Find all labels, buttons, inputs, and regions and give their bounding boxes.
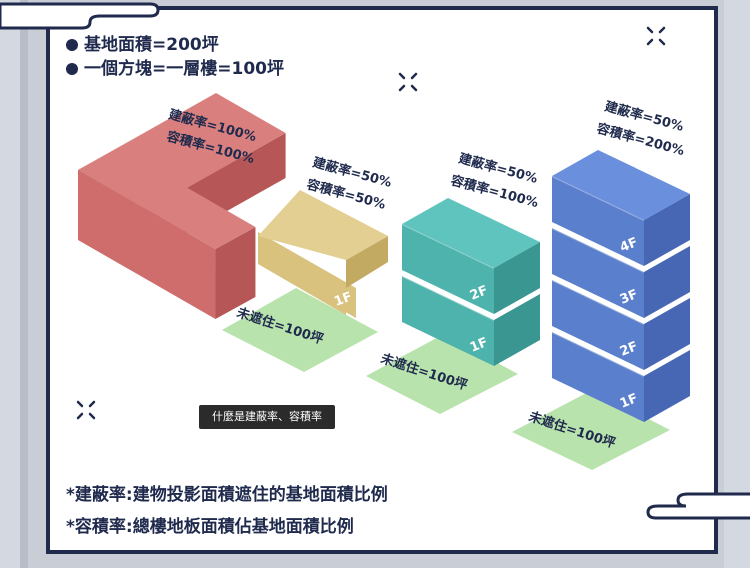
floor-label-3F: 3F [618, 287, 640, 308]
floor-label-1F: 1F [332, 290, 354, 310]
floor-block [78, 148, 256, 319]
cloud-top-decoration [0, 2, 160, 30]
left-rail-inner [20, 0, 28, 568]
floor-side [644, 246, 690, 318]
cloud-bottom-decoration [646, 492, 750, 520]
floor-block-side [215, 227, 256, 319]
sparkle-icon [76, 400, 96, 420]
example-coverage-100: 建蔽率=100%容積率=100% [78, 93, 286, 319]
floor-label-1F: 1F [618, 391, 640, 412]
floor-label-2F: 2F [468, 283, 490, 304]
floor-side [644, 350, 690, 422]
floor-1-top [258, 190, 388, 260]
floor-side [644, 298, 690, 370]
tower-top [402, 198, 540, 268]
floor-front [552, 332, 644, 422]
footnote-far: *容積率:總樓地板面積佔基地面積比例 [66, 517, 354, 537]
floor-block-front [78, 170, 216, 319]
heading-block-unit: 一個方塊=一層樓=100坪 [66, 54, 284, 79]
left-rail [0, 0, 20, 568]
sparkle-icon [646, 26, 666, 46]
floor-side [494, 242, 540, 314]
floor-front [552, 280, 644, 370]
tower-top [552, 150, 690, 220]
floor-label-2F: 2F [618, 339, 640, 360]
bullet-icon [66, 39, 78, 51]
tooltip: 什麼是建蔽率、容積率 [199, 405, 335, 429]
floor-label-1F: 1F [468, 335, 490, 356]
floor-2: 2F [551, 279, 690, 370]
floor-block-top [78, 148, 256, 249]
floor-front [402, 276, 494, 366]
floor-front [552, 228, 644, 318]
floor-front [552, 176, 644, 266]
floor-3: 3F [551, 227, 690, 318]
sparkle-icon [398, 72, 418, 92]
floor-side [494, 294, 540, 366]
floor-1: 1F [551, 331, 690, 422]
open-ground [222, 288, 378, 372]
floor-1-front [258, 236, 346, 315]
floor-1-side [346, 236, 388, 288]
floor-1: 1F [401, 275, 540, 366]
right-rail [724, 0, 750, 568]
floor-side [644, 194, 690, 266]
footnote-coverage: *建蔽率:建物投影面積遮住的基地面積比例 [66, 485, 388, 505]
heading-site-area: 基地面積=200坪 [66, 30, 219, 55]
floor-label-4F: 4F [618, 235, 640, 256]
floor-front [402, 224, 494, 314]
bullet-icon [66, 63, 78, 75]
